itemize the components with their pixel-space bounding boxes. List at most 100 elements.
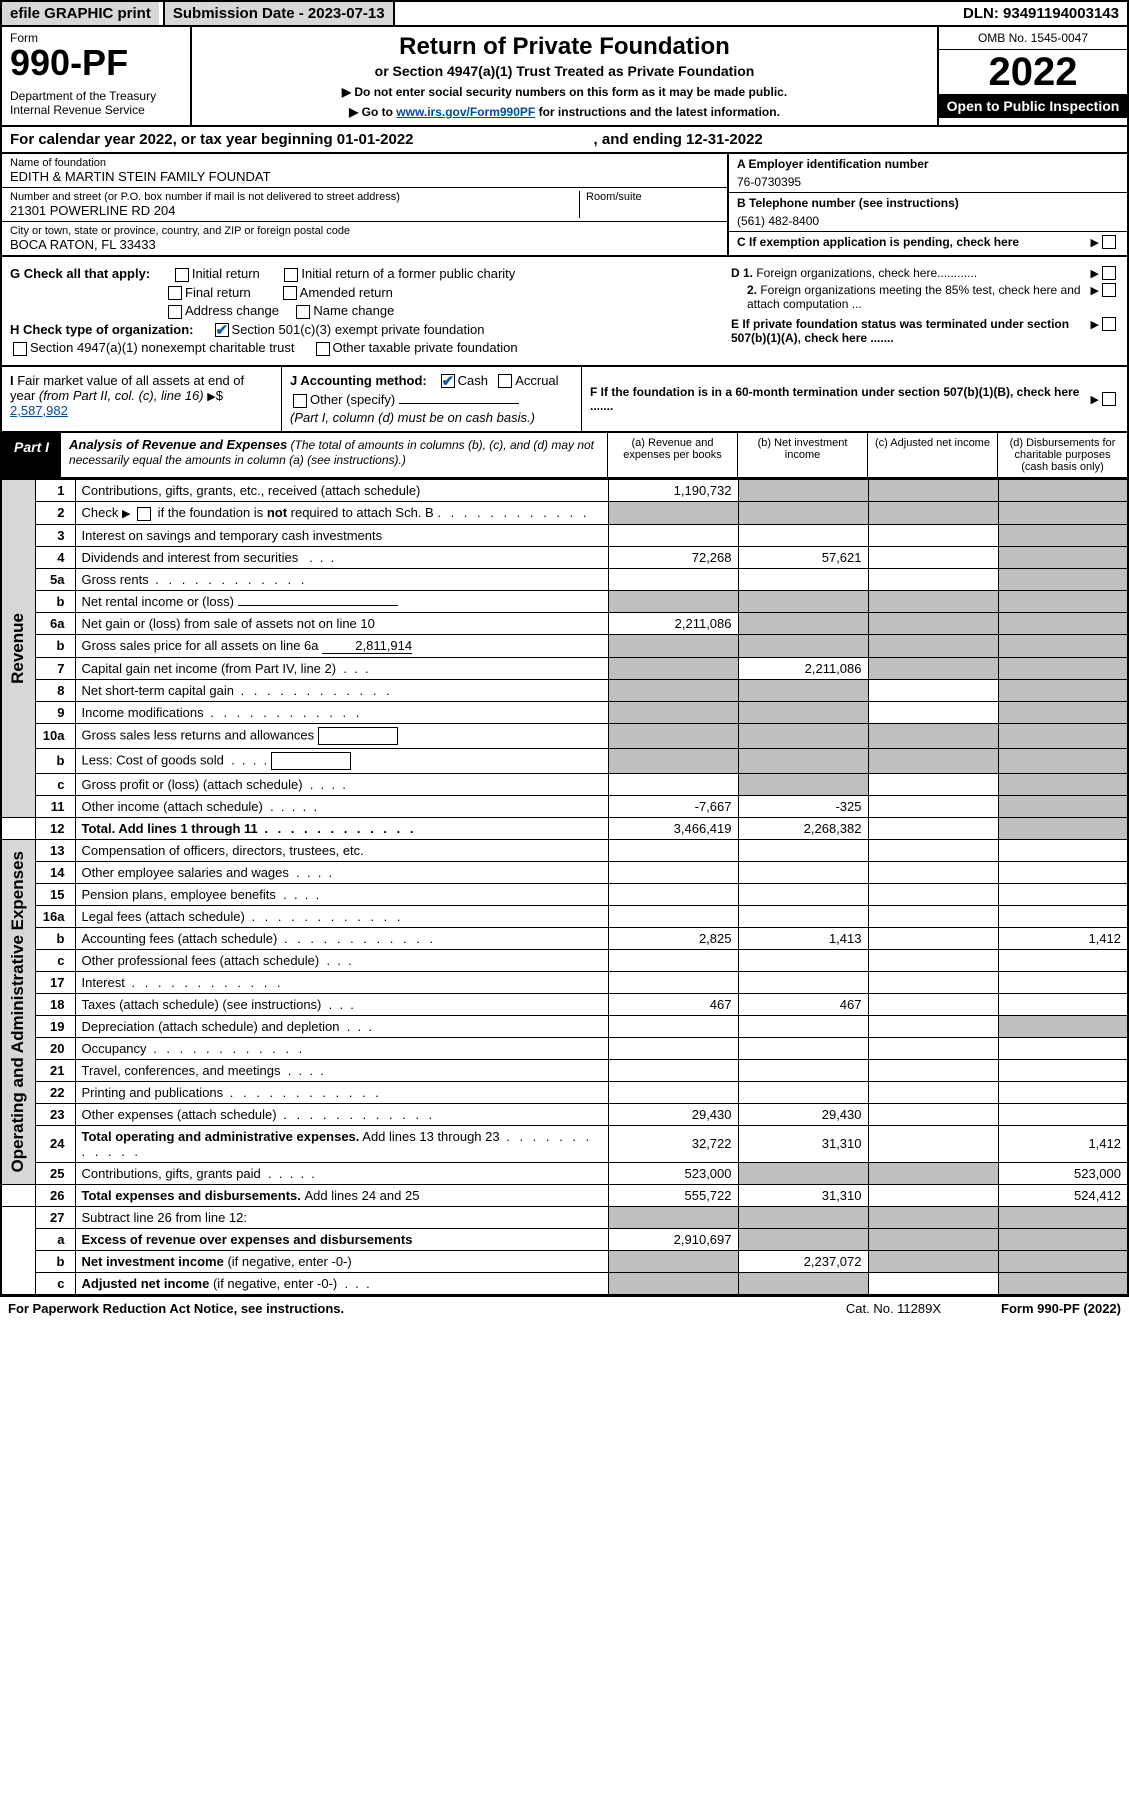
table-row: 11Other income (attach schedule) . . . .… <box>1 795 1128 817</box>
accrual-checkbox[interactable] <box>498 374 512 388</box>
table-row: cGross profit or (loss) (attach schedule… <box>1 773 1128 795</box>
g-label: G Check all that apply: <box>10 266 150 281</box>
d1-checkbox[interactable] <box>1102 266 1116 280</box>
phone-row: B Telephone number (see instructions) (5… <box>729 193 1127 232</box>
col-f: F If the foundation is in a 60-month ter… <box>582 367 1127 431</box>
amended-return-checkbox[interactable] <box>283 286 297 300</box>
header-left: Form 990-PF Department of the TreasuryIn… <box>2 27 192 125</box>
col-b-header: (b) Net investment income <box>737 433 867 477</box>
table-row: 3Interest on savings and temporary cash … <box>1 524 1128 546</box>
ein: 76-0730395 <box>737 175 1119 189</box>
other-taxable-checkbox[interactable] <box>316 342 330 356</box>
table-row: 4Dividends and interest from securities … <box>1 546 1128 568</box>
table-row: 6aNet gain or (loss) from sale of assets… <box>1 612 1128 634</box>
form-title: Return of Private Foundation <box>212 33 917 61</box>
cal-begin: For calendar year 2022, or tax year begi… <box>10 131 414 148</box>
top-bar: efile GRAPHIC print Submission Date - 20… <box>0 0 1129 27</box>
table-row: cAdjusted net income (if negative, enter… <box>1 1272 1128 1295</box>
table-row: Operating and Administrative Expenses 13… <box>1 839 1128 861</box>
paperwork-notice: For Paperwork Reduction Act Notice, see … <box>8 1301 344 1316</box>
col-d-header: (d) Disbursements for charitable purpose… <box>997 433 1127 477</box>
part-badge: Part I <box>2 433 61 477</box>
revenue-sidebar: Revenue <box>8 613 28 684</box>
efile-label: efile GRAPHIC print <box>2 2 159 25</box>
final-return-checkbox[interactable] <box>168 286 182 300</box>
expenses-sidebar: Operating and Administrative Expenses <box>8 851 28 1173</box>
table-row: 2Check if the foundation is not required… <box>1 501 1128 524</box>
h-label: H Check type of organization: <box>10 322 193 337</box>
arrow-icon <box>1091 235 1099 249</box>
table-row: 9Income modifications <box>1 701 1128 723</box>
g-left: G Check all that apply: Initial return I… <box>10 263 719 359</box>
g-right: D 1. Foreign organizations, check here..… <box>719 263 1119 359</box>
section-ijf: I Fair market value of all assets at end… <box>0 367 1129 433</box>
table-row: aExcess of revenue over expenses and dis… <box>1 1228 1128 1250</box>
instr-1: ▶ Do not enter social security numbers o… <box>212 85 917 99</box>
calendar-year-row: For calendar year 2022, or tax year begi… <box>0 127 1129 154</box>
name-row: Name of foundation EDITH & MARTIN STEIN … <box>2 154 727 188</box>
ein-row: A Employer identification number 76-0730… <box>729 154 1127 193</box>
table-row: 7Capital gain net income (from Part IV, … <box>1 657 1128 679</box>
table-row: bNet investment income (if negative, ent… <box>1 1250 1128 1272</box>
dln: DLN: 93491194003143 <box>955 2 1127 25</box>
table-row: 12Total. Add lines 1 through 113,466,419… <box>1 817 1128 839</box>
info-right: A Employer identification number 76-0730… <box>727 154 1127 255</box>
dept: Department of the TreasuryInternal Reven… <box>10 89 182 117</box>
d2-checkbox[interactable] <box>1102 283 1116 297</box>
city-row: City or town, state or province, country… <box>2 222 727 255</box>
table-row: 5aGross rents <box>1 568 1128 590</box>
cat-no: Cat. No. 11289X <box>846 1301 941 1316</box>
table-row: Revenue 1Contributions, gifts, grants, e… <box>1 479 1128 501</box>
form-ref: Form 990-PF (2022) <box>1001 1301 1121 1316</box>
initial-return-checkbox[interactable] <box>175 268 189 282</box>
part-title: Analysis of Revenue and Expenses (The to… <box>61 433 607 477</box>
fmv-link[interactable]: 2,587,982 <box>10 403 68 418</box>
col-a-header: (a) Revenue and expenses per books <box>607 433 737 477</box>
header-center: Return of Private Foundation or Section … <box>192 27 937 125</box>
col-c-header: (c) Adjusted net income <box>867 433 997 477</box>
c-row: C If exemption application is pending, c… <box>729 232 1127 252</box>
cash-checkbox[interactable] <box>441 374 455 388</box>
table-row: 21Travel, conferences, and meetings . . … <box>1 1059 1128 1081</box>
form-header: Form 990-PF Department of the TreasuryIn… <box>0 27 1129 127</box>
c-checkbox[interactable] <box>1102 235 1116 249</box>
table-row: 17Interest <box>1 971 1128 993</box>
col-j: J Accounting method: Cash Accrual Other … <box>282 367 582 431</box>
open-public: Open to Public Inspection <box>939 94 1127 118</box>
footer: For Paperwork Reduction Act Notice, see … <box>0 1296 1129 1320</box>
table-row: bGross sales price for all assets on lin… <box>1 634 1128 657</box>
col-i: I Fair market value of all assets at end… <box>2 367 282 431</box>
city-state-zip: BOCA RATON, FL 33433 <box>10 237 719 252</box>
e-checkbox[interactable] <box>1102 317 1116 331</box>
table-row: bLess: Cost of goods sold . . . . <box>1 748 1128 773</box>
instr-2: ▶ Go to www.irs.gov/Form990PF for instru… <box>212 105 917 119</box>
table-row: 24Total operating and administrative exp… <box>1 1125 1128 1162</box>
section-g-h: G Check all that apply: Initial return I… <box>0 257 1129 367</box>
submission-date: Submission Date - 2023-07-13 <box>163 2 395 25</box>
initial-former-checkbox[interactable] <box>284 268 298 282</box>
table-row: 16aLegal fees (attach schedule) <box>1 905 1128 927</box>
header-right: OMB No. 1545-0047 2022 Open to Public In… <box>937 27 1127 125</box>
address-row: Number and street (or P.O. box number if… <box>2 188 727 222</box>
other-method-checkbox[interactable] <box>293 394 307 408</box>
info-block: Name of foundation EDITH & MARTIN STEIN … <box>0 154 1129 257</box>
4947-checkbox[interactable] <box>13 342 27 356</box>
table-row: 15Pension plans, employee benefits . . .… <box>1 883 1128 905</box>
address-change-checkbox[interactable] <box>168 305 182 319</box>
name-change-checkbox[interactable] <box>296 305 310 319</box>
table-row: bAccounting fees (attach schedule)2,8251… <box>1 927 1128 949</box>
table-row: 26Total expenses and disbursements. Add … <box>1 1184 1128 1206</box>
table-row: 19Depreciation (attach schedule) and dep… <box>1 1015 1128 1037</box>
form-subtitle: or Section 4947(a)(1) Trust Treated as P… <box>212 63 917 79</box>
table-row: 10aGross sales less returns and allowanc… <box>1 723 1128 748</box>
501c3-checkbox[interactable] <box>215 323 229 337</box>
table-row: 25Contributions, gifts, grants paid . . … <box>1 1162 1128 1184</box>
table-row: bNet rental income or (loss) <box>1 590 1128 612</box>
part1-table: Revenue 1Contributions, gifts, grants, e… <box>0 479 1129 1296</box>
info-left: Name of foundation EDITH & MARTIN STEIN … <box>2 154 727 255</box>
instructions-link[interactable]: www.irs.gov/Form990PF <box>396 105 535 119</box>
sch-b-checkbox[interactable] <box>137 507 151 521</box>
f-checkbox[interactable] <box>1102 392 1116 406</box>
table-row: 14Other employee salaries and wages . . … <box>1 861 1128 883</box>
table-row: 20Occupancy <box>1 1037 1128 1059</box>
